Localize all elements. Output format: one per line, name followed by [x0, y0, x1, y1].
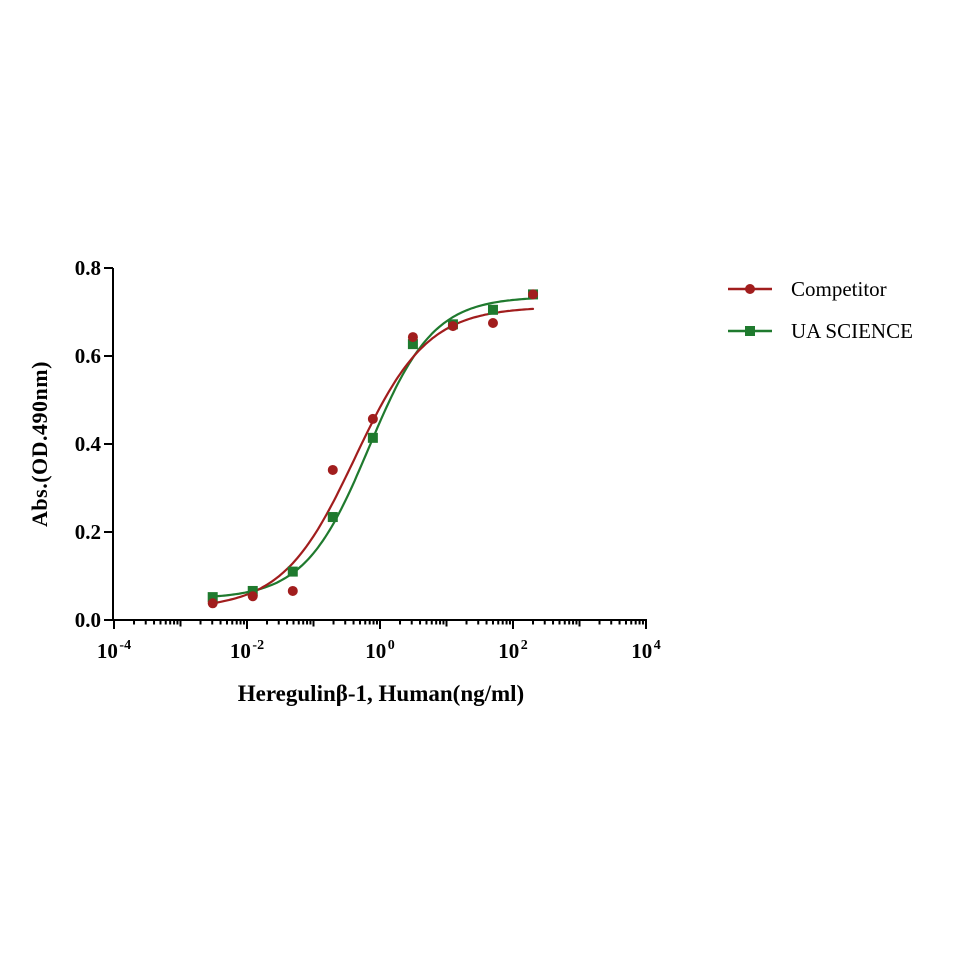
- competitor-point: [367, 413, 378, 424]
- competitor-point: [407, 332, 418, 343]
- competitor-point: [327, 464, 338, 475]
- ua-science-point: [247, 585, 258, 596]
- x-tick-label: 10 4: [631, 638, 661, 663]
- legend-label-competitor: Competitor: [791, 276, 887, 301]
- ua-science-curve: [211, 297, 535, 598]
- ua-science-point: [407, 339, 418, 350]
- competitor-point: [528, 289, 539, 300]
- ua-science-line-square-icon: [728, 326, 772, 336]
- x-tick-label: 10 0: [365, 638, 395, 663]
- competitor-point: [447, 321, 458, 332]
- ua-science-point: [487, 304, 498, 315]
- competitor-curve: [211, 307, 535, 605]
- y-tick-label: 0.2: [75, 520, 101, 544]
- x-tick-label: 10 2: [498, 638, 528, 663]
- y-tick-label: 0.6: [75, 344, 101, 368]
- ua-science-point: [287, 566, 298, 577]
- ua-science-point: [327, 512, 338, 523]
- legend: Competitor UA SCIENCE: [727, 272, 913, 348]
- legend-item-ua-science: UA SCIENCE: [727, 314, 913, 348]
- legend-label-ua-science: UA SCIENCE: [791, 318, 913, 343]
- legend-item-competitor: Competitor: [727, 272, 913, 306]
- x-tick-label: 10 -2: [230, 638, 264, 663]
- x-tick-label: 10 -4: [97, 638, 131, 663]
- x-axis-title: Heregulinβ-1, Human(ng/ml): [237, 681, 525, 706]
- y-tick-label: 0.0: [75, 608, 101, 632]
- y-tick-label: 0.8: [75, 256, 101, 280]
- competitor-point: [287, 585, 298, 596]
- ua-science-point: [207, 592, 218, 603]
- y-tick-label: 0.4: [75, 432, 102, 456]
- y-axis-title: Abs.(OD.490nm): [27, 361, 52, 527]
- competitor-point: [247, 591, 258, 602]
- competitor-line-circle-icon: [728, 284, 772, 294]
- competitor-point: [207, 598, 218, 609]
- competitor-point: [487, 318, 498, 328]
- ua-science-point: [367, 432, 378, 443]
